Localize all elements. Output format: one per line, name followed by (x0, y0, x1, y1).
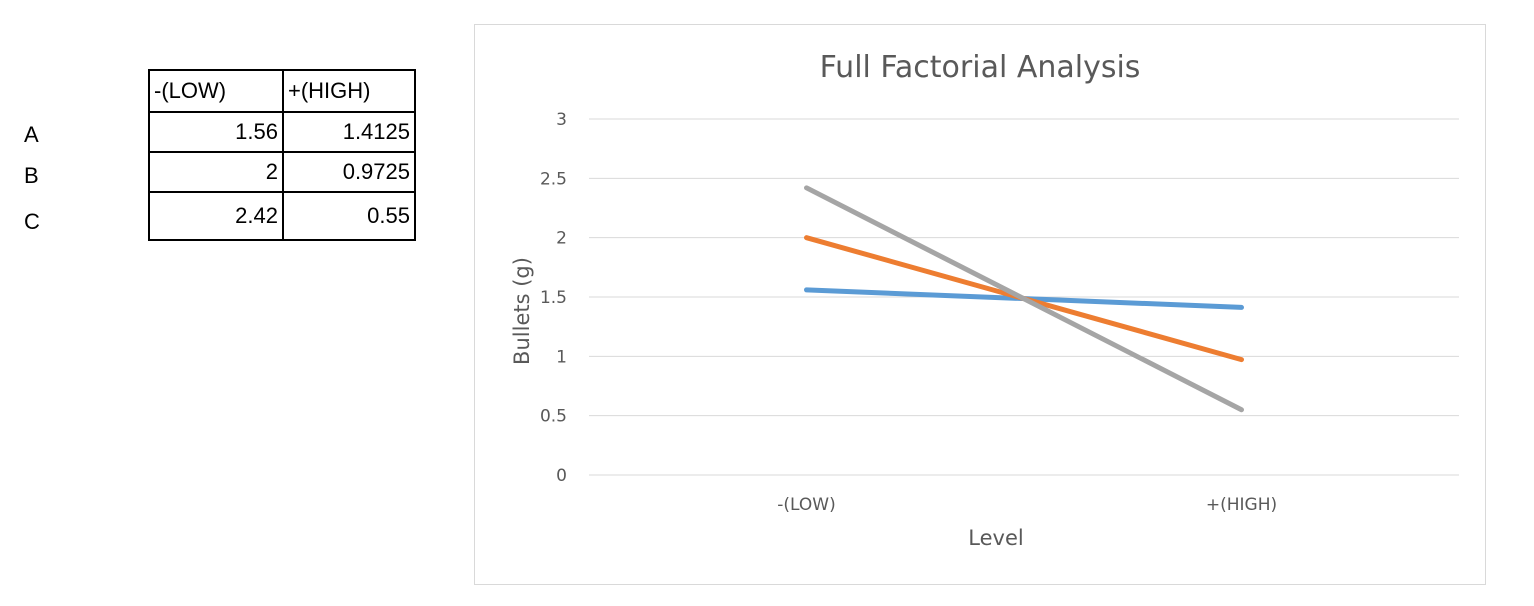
y-tick-label: 2 (556, 229, 567, 249)
x-tick-label: -(LOW) (777, 495, 835, 515)
x-tick-label: +(HIGH) (1206, 495, 1277, 515)
cell-a-high: 1.4125 (282, 111, 416, 153)
y-tick-label: 3 (556, 110, 567, 130)
factor-level-table: -(LOW) +(HIGH) 1.56 1.4125 2 0.9725 2.42… (148, 69, 416, 241)
header-low: -(LOW) (148, 69, 284, 113)
y-tick-label: 2.5 (540, 169, 567, 189)
chart-frame: Full Factorial Analysis 0 0.5 1 1.5 2 2.5 3 -(… (474, 24, 1486, 585)
x-axis-label: Level (968, 526, 1023, 550)
cell-b-high: 0.9725 (282, 151, 416, 193)
y-tick-label: 1.5 (540, 288, 567, 308)
x-tick-labels: -(LOW) +(HIGH) (777, 495, 1277, 515)
row-label-a: A (24, 122, 39, 147)
row-label-c: C (24, 209, 40, 234)
series-lines (804, 185, 1244, 413)
cell-b-low: 2 (148, 151, 284, 193)
table-row: 2 0.9725 (148, 151, 416, 193)
y-tick-label: 0 (556, 466, 567, 486)
cell-c-low: 2.42 (148, 191, 284, 241)
gridlines (589, 118, 1459, 476)
chart-title: Full Factorial Analysis (820, 50, 1141, 85)
table-row: 2.42 0.55 (148, 191, 416, 241)
table-header-row: -(LOW) +(HIGH) (148, 69, 416, 113)
y-tick-labels: 0 0.5 1 1.5 2 2.5 3 (540, 110, 567, 486)
table-row: 1.56 1.4125 (148, 111, 416, 153)
row-label-b: B (24, 163, 39, 188)
y-tick-label: 0.5 (540, 407, 567, 427)
cell-a-low: 1.56 (148, 111, 284, 153)
series-line-3 (804, 185, 1244, 413)
y-tick-label: 1 (556, 347, 567, 367)
cell-c-high: 0.55 (282, 191, 416, 241)
line-chart: Full Factorial Analysis 0 0.5 1 1.5 2 2.5 3 -(… (510, 50, 1459, 550)
y-axis-label: Bullets (g) (510, 257, 534, 365)
header-high: +(HIGH) (282, 69, 416, 113)
